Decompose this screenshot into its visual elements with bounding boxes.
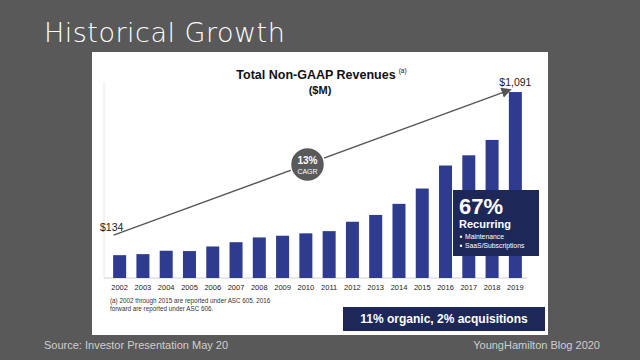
cagr-label: CAGR <box>297 168 317 175</box>
x-tick-label: 2016 <box>437 283 454 292</box>
cagr-badge <box>291 148 325 182</box>
y-axis-line <box>104 82 105 278</box>
chart-panel <box>92 52 548 335</box>
banner <box>343 307 545 331</box>
x-tick-label: 2005 <box>181 283 198 292</box>
bar <box>183 251 196 278</box>
credit-note: YoungHamilton Blog 2020 <box>473 339 600 351</box>
source-note: Source: Investor Presentation May 20 <box>44 339 228 351</box>
canvas: Historical Growth Source: Investor Presen… <box>0 0 640 360</box>
x-tick-label: 2009 <box>274 283 291 292</box>
recurring-label: Recurring <box>459 218 511 230</box>
bar <box>230 242 243 278</box>
bar <box>276 236 289 278</box>
trend-arrow <box>114 90 510 235</box>
footnote: forward are reported under ASC 606. <box>110 305 214 313</box>
bar <box>392 204 405 278</box>
x-tick-label: 2012 <box>344 283 361 292</box>
banner-text: 11% organic, 2% acquisitions <box>360 312 528 326</box>
footnote: (a) 2002 through 2015 are reported under… <box>110 297 271 305</box>
chart-title: Total Non-GAAP Revenues <box>236 68 395 82</box>
title-note: (a) <box>399 67 407 75</box>
x-tick-label: 2010 <box>298 283 315 292</box>
root: Historical Growth Source: Investor Presen… <box>0 0 640 360</box>
bar <box>346 222 359 278</box>
bar <box>253 237 266 278</box>
recurring-box <box>453 190 539 256</box>
value-label: $1,091 <box>499 76 531 88</box>
x-tick-label: 2004 <box>158 283 175 292</box>
bullet <box>460 236 462 238</box>
x-tick-label: 2008 <box>251 283 268 292</box>
bar <box>369 215 382 278</box>
x-tick-label: 2018 <box>484 283 501 292</box>
recurring-item: Maintenance <box>465 233 504 240</box>
bar <box>136 254 149 278</box>
bar <box>416 189 429 278</box>
value-label: $134 <box>100 221 124 233</box>
x-tick-label: 2002 <box>111 283 128 292</box>
x-tick-label: 2015 <box>414 283 431 292</box>
bar <box>113 255 126 278</box>
x-tick-label: 2003 <box>135 283 152 292</box>
chart-subtitle: ($M) <box>309 84 332 96</box>
bar <box>160 251 173 278</box>
x-tick-label: 2014 <box>391 283 408 292</box>
page-heading: Historical Growth <box>44 17 285 48</box>
bar <box>323 231 336 278</box>
background <box>0 0 640 360</box>
x-tick-label: 2006 <box>204 283 221 292</box>
cagr-value: 13% <box>297 155 317 166</box>
x-tick-label: 2013 <box>367 283 384 292</box>
bar <box>206 246 219 278</box>
x-tick-label: 2011 <box>321 283 337 292</box>
recurring-item: SaaS/Subscriptions <box>465 242 525 250</box>
x-tick-label: 2019 <box>507 283 524 292</box>
bullet <box>460 245 462 247</box>
x-tick-label: 2007 <box>228 283 245 292</box>
bar <box>439 166 452 278</box>
bar <box>299 233 312 278</box>
x-tick-label: 2017 <box>460 283 477 292</box>
recurring-headline: 67% <box>459 194 503 219</box>
